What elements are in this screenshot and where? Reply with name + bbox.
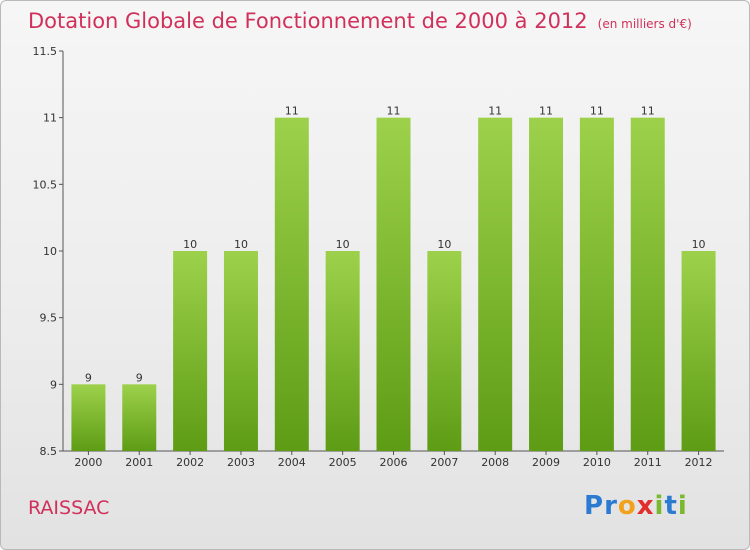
bar-2010 bbox=[579, 117, 614, 452]
data-label-2011: 11 bbox=[641, 105, 655, 118]
x-tick-label-2001: 2001 bbox=[125, 456, 153, 469]
data-label-2002: 10 bbox=[183, 238, 197, 251]
logo-letter: P bbox=[584, 491, 605, 521]
x-tick-label-2012: 2012 bbox=[685, 456, 713, 469]
bar-2004 bbox=[274, 117, 309, 452]
chart-title-text: Dotation Globale de Fonctionnement de 20… bbox=[28, 9, 588, 33]
y-tick-label: 8.5 bbox=[40, 445, 58, 458]
chart-title: Dotation Globale de Fonctionnement de 20… bbox=[28, 9, 692, 33]
data-label-2004: 11 bbox=[285, 105, 299, 118]
data-label-2010: 11 bbox=[590, 105, 604, 118]
y-tick-label: 11.5 bbox=[33, 45, 58, 58]
x-tick-label-2010: 2010 bbox=[583, 456, 611, 469]
bar-2008 bbox=[478, 117, 513, 452]
bar-2002 bbox=[173, 251, 208, 451]
x-tick-label-2005: 2005 bbox=[329, 456, 357, 469]
commune-name: RAISSAC bbox=[28, 497, 110, 519]
logo-letter: t bbox=[664, 491, 678, 521]
logo-letter: r bbox=[604, 491, 618, 521]
data-label-2003: 10 bbox=[234, 238, 248, 251]
data-label-2007: 10 bbox=[437, 238, 451, 251]
x-tick-label-2006: 2006 bbox=[380, 456, 408, 469]
x-tick-label-2003: 2003 bbox=[227, 456, 255, 469]
bar-2001 bbox=[122, 384, 157, 451]
x-tick-label-2009: 2009 bbox=[532, 456, 560, 469]
data-label-2009: 11 bbox=[539, 105, 553, 118]
bar-2007 bbox=[427, 251, 462, 451]
x-tick-label-2002: 2002 bbox=[176, 456, 204, 469]
logo-letter: i bbox=[654, 491, 665, 521]
x-tick-label-2000: 2000 bbox=[74, 456, 102, 469]
bar-2000 bbox=[71, 384, 106, 451]
data-label-2006: 11 bbox=[387, 105, 401, 118]
y-tick-label: 9 bbox=[50, 378, 57, 391]
data-label-2005: 10 bbox=[336, 238, 350, 251]
bar-2012 bbox=[681, 251, 716, 451]
bar-2005 bbox=[325, 251, 360, 451]
y-tick-label: 9.5 bbox=[40, 312, 58, 325]
data-label-2000: 9 bbox=[85, 371, 92, 384]
x-tick-label-2007: 2007 bbox=[430, 456, 458, 469]
bar-2006 bbox=[376, 117, 411, 452]
y-tick-label: 10.5 bbox=[33, 178, 58, 191]
x-tick-label-2004: 2004 bbox=[278, 456, 306, 469]
logo-letter: i bbox=[677, 491, 688, 521]
logo-letter: o bbox=[617, 491, 637, 521]
y-tick-label: 10 bbox=[43, 245, 57, 258]
data-label-2008: 11 bbox=[488, 105, 502, 118]
x-tick-label-2008: 2008 bbox=[481, 456, 509, 469]
x-tick-label-2011: 2011 bbox=[634, 456, 662, 469]
bar-2011 bbox=[630, 117, 665, 452]
y-tick-label: 11 bbox=[43, 112, 57, 125]
data-label-2001: 9 bbox=[136, 371, 143, 384]
bar-2009 bbox=[529, 117, 564, 452]
bar-2003 bbox=[223, 251, 258, 451]
data-label-2012: 10 bbox=[692, 238, 706, 251]
proxiti-logo: Proxiti bbox=[584, 491, 688, 521]
chart-subtitle: (en milliers d'€) bbox=[597, 17, 692, 31]
logo-letter: x bbox=[636, 491, 655, 521]
